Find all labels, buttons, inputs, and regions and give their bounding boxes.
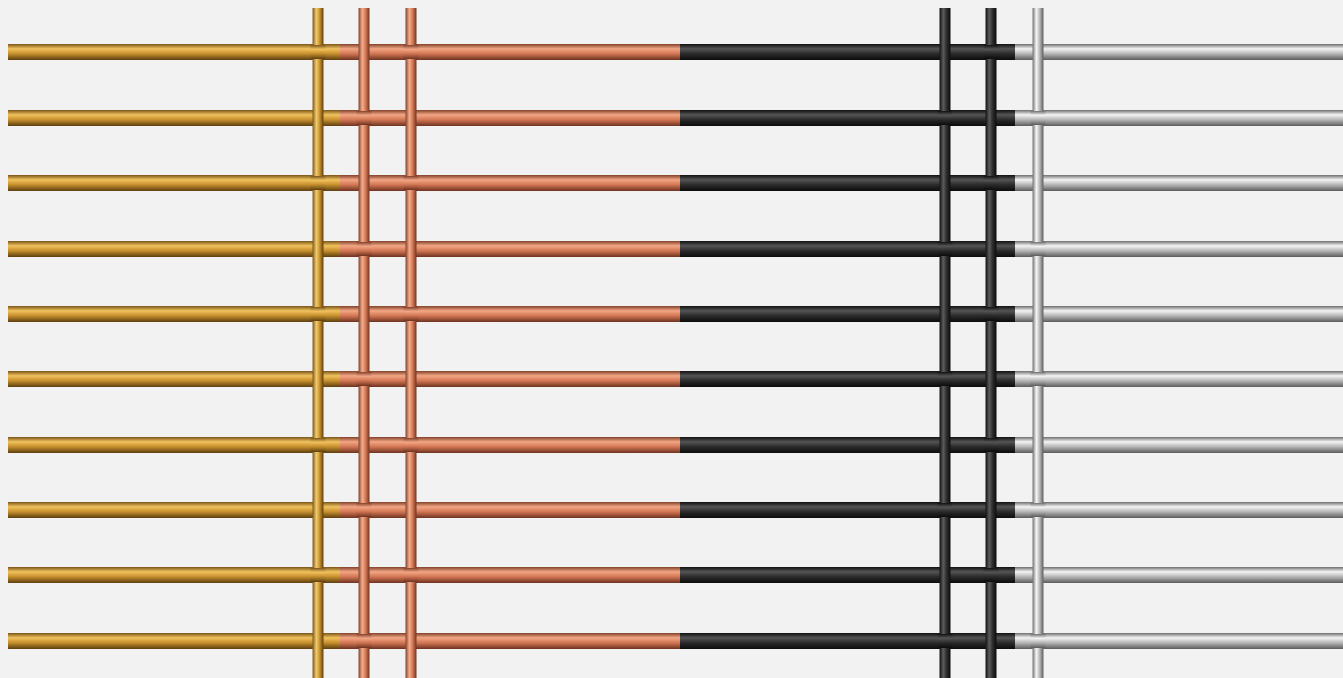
horizontal-rod bbox=[340, 567, 680, 583]
horizontal-rod bbox=[8, 306, 340, 322]
weave-crossing bbox=[356, 111, 372, 125]
horizontal-rod bbox=[340, 371, 680, 387]
horizontal-rod bbox=[8, 110, 340, 126]
rods bbox=[8, 8, 1343, 678]
horizontal-rod bbox=[8, 175, 340, 191]
weave-crossing bbox=[403, 438, 419, 452]
weave-crossing bbox=[310, 307, 326, 321]
horizontal-rod bbox=[680, 502, 1015, 518]
horizontal-rod bbox=[1015, 502, 1343, 518]
horizontal-rod bbox=[1015, 633, 1343, 649]
vertical-rod bbox=[405, 8, 417, 678]
vertical-rod bbox=[939, 8, 951, 678]
horizontal-rod bbox=[680, 110, 1015, 126]
horizontal-rod bbox=[1015, 241, 1343, 257]
horizontal-rod bbox=[680, 241, 1015, 257]
horizontal-rod bbox=[8, 44, 340, 60]
weave-crossing bbox=[310, 438, 326, 452]
weave-crossing bbox=[310, 45, 326, 59]
horizontal-rod bbox=[1015, 371, 1343, 387]
horizontal-rod bbox=[8, 371, 340, 387]
weave-crossing bbox=[937, 242, 953, 256]
horizontal-rod bbox=[340, 633, 680, 649]
horizontal-rod bbox=[8, 437, 340, 453]
horizontal-rod bbox=[680, 175, 1015, 191]
horizontal-rod bbox=[680, 567, 1015, 583]
weave-crossing bbox=[1030, 372, 1046, 386]
horizontal-rod bbox=[340, 241, 680, 257]
weave-crossing bbox=[1030, 634, 1046, 648]
weave-crossing bbox=[983, 438, 999, 452]
horizontal-rod bbox=[340, 110, 680, 126]
weave-crossing bbox=[403, 568, 419, 582]
horizontal-rod bbox=[340, 44, 680, 60]
horizontal-rod bbox=[680, 633, 1015, 649]
horizontal-rod bbox=[680, 437, 1015, 453]
horizontal-rod bbox=[680, 371, 1015, 387]
weave-crossing bbox=[983, 307, 999, 321]
horizontal-rod bbox=[340, 437, 680, 453]
weave-crossing bbox=[403, 176, 419, 190]
weave-crossing bbox=[310, 568, 326, 582]
horizontal-rod bbox=[680, 306, 1015, 322]
weave-crossing bbox=[983, 568, 999, 582]
weave-crossing bbox=[403, 45, 419, 59]
horizontal-rod bbox=[680, 44, 1015, 60]
horizontal-rod bbox=[340, 502, 680, 518]
weave-crossing bbox=[1030, 503, 1046, 517]
horizontal-rod bbox=[340, 306, 680, 322]
weave-crossing bbox=[937, 503, 953, 517]
horizontal-rod bbox=[1015, 437, 1343, 453]
vertical-rod bbox=[1032, 8, 1044, 678]
horizontal-rod bbox=[8, 567, 340, 583]
weave-crossing bbox=[403, 307, 419, 321]
weave-crossing bbox=[1030, 242, 1046, 256]
horizontal-rod bbox=[1015, 175, 1343, 191]
horizontal-rod bbox=[8, 502, 340, 518]
weave-crossing bbox=[983, 176, 999, 190]
weave-crossing bbox=[356, 634, 372, 648]
horizontal-rod bbox=[1015, 306, 1343, 322]
weave-crossing bbox=[356, 242, 372, 256]
weave-crossing bbox=[310, 176, 326, 190]
weave-crossing bbox=[937, 634, 953, 648]
horizontal-rod bbox=[1015, 110, 1343, 126]
weave-crossing bbox=[937, 372, 953, 386]
vertical-rod bbox=[985, 8, 997, 678]
horizontal-rod bbox=[1015, 567, 1343, 583]
horizontal-rod bbox=[1015, 44, 1343, 60]
horizontal-rod bbox=[340, 175, 680, 191]
weave-crossing bbox=[356, 372, 372, 386]
vertical-rod bbox=[358, 8, 370, 678]
vertical-rod bbox=[312, 8, 324, 678]
weave-crossing bbox=[356, 503, 372, 517]
horizontal-rod bbox=[8, 241, 340, 257]
horizontal-rod bbox=[8, 633, 340, 649]
weave-crossing bbox=[937, 111, 953, 125]
weave-crossing bbox=[1030, 111, 1046, 125]
weave-crossing bbox=[983, 45, 999, 59]
